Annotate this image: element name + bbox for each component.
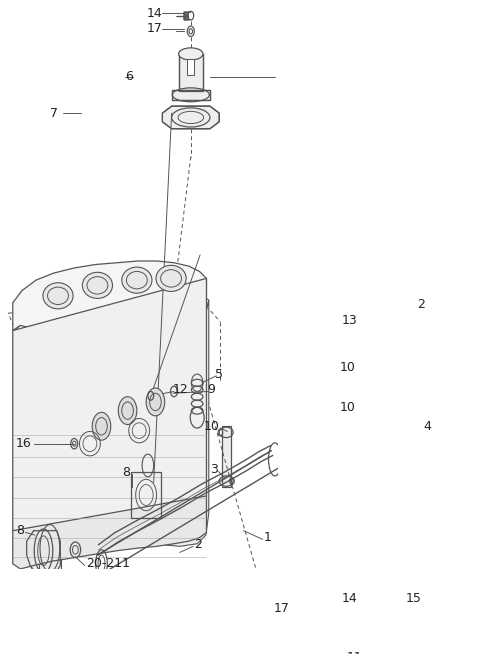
Text: 2: 2 [194, 538, 202, 551]
Circle shape [118, 397, 137, 424]
Text: 17: 17 [274, 602, 290, 615]
Polygon shape [131, 472, 161, 517]
Polygon shape [377, 374, 386, 430]
Ellipse shape [179, 48, 203, 60]
Circle shape [92, 413, 111, 440]
Text: 9: 9 [208, 383, 216, 396]
Polygon shape [27, 530, 60, 571]
Polygon shape [39, 522, 61, 574]
Text: 14: 14 [342, 592, 358, 605]
Ellipse shape [156, 266, 186, 292]
Text: 11: 11 [347, 651, 362, 654]
Text: 4: 4 [423, 420, 431, 433]
Polygon shape [14, 293, 209, 461]
Circle shape [146, 388, 165, 416]
Text: 10: 10 [204, 420, 219, 433]
Polygon shape [61, 396, 186, 487]
Text: 7: 7 [50, 107, 58, 120]
Polygon shape [13, 279, 206, 548]
Text: 14: 14 [146, 7, 162, 20]
Text: 8: 8 [16, 525, 24, 537]
Ellipse shape [83, 272, 112, 298]
Text: 13: 13 [342, 314, 358, 326]
Polygon shape [167, 430, 186, 445]
Bar [328, 367, 415, 461]
Polygon shape [277, 621, 343, 654]
Text: 2: 2 [418, 298, 425, 311]
Polygon shape [162, 106, 219, 129]
Polygon shape [222, 426, 231, 487]
Polygon shape [13, 496, 206, 569]
Ellipse shape [122, 267, 152, 293]
Text: 10: 10 [339, 360, 355, 373]
Polygon shape [348, 326, 368, 346]
Polygon shape [179, 54, 203, 92]
Text: 15: 15 [406, 592, 422, 605]
Polygon shape [13, 261, 206, 330]
Text: 6: 6 [125, 70, 133, 83]
Text: 16: 16 [16, 437, 32, 450]
Text: 12: 12 [173, 383, 189, 396]
Polygon shape [172, 90, 210, 100]
Text: 10: 10 [339, 401, 355, 413]
Text: 17: 17 [146, 22, 162, 35]
Polygon shape [332, 374, 341, 430]
Text: 3: 3 [210, 463, 217, 476]
Text: 20-211: 20-211 [86, 557, 130, 570]
Bar [187, 59, 194, 75]
Polygon shape [332, 398, 387, 428]
Ellipse shape [43, 283, 73, 309]
Text: 1: 1 [264, 531, 272, 544]
Text: 8: 8 [122, 466, 131, 479]
Polygon shape [84, 300, 209, 546]
Text: 5: 5 [215, 368, 223, 381]
